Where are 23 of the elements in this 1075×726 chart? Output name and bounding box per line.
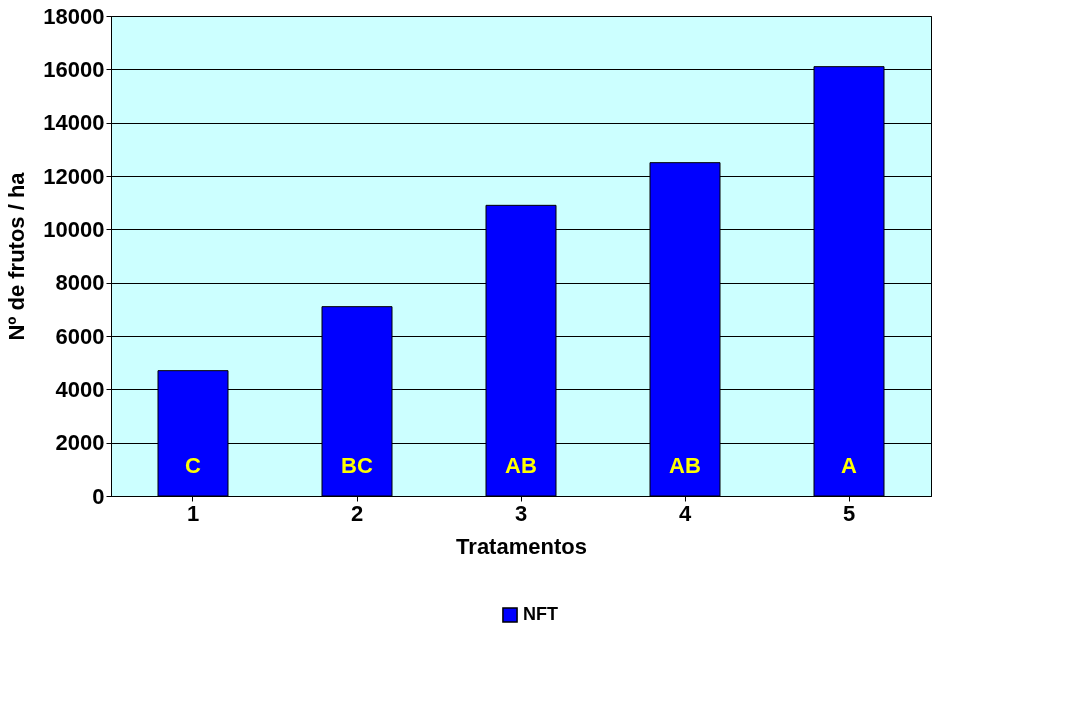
y-tick-label: 4000	[55, 376, 105, 402]
y-tick-label: 8000	[55, 270, 105, 296]
y-tick-label: 10000	[43, 216, 105, 242]
annotation: C	[185, 453, 202, 478]
y-tick-label: 16000	[43, 56, 105, 82]
y-tick-label: 0	[92, 483, 105, 509]
x-axis-title: Tratamentos	[456, 533, 587, 559]
x-tick-label: 5	[842, 500, 856, 526]
annotation: BC	[341, 453, 373, 478]
y-tick-label: 12000	[43, 163, 105, 189]
y-tick-label: 2000	[55, 430, 105, 456]
annotation: AB	[669, 453, 701, 478]
y-tick-label: 6000	[55, 323, 105, 349]
x-tick-label: 2	[350, 500, 364, 526]
y-tick-label: 18000	[43, 3, 105, 29]
annotation: A	[841, 453, 858, 478]
x-tick-label: 3	[514, 500, 528, 526]
annotation: AB	[505, 453, 537, 478]
y-tick-label: 14000	[43, 110, 105, 136]
x-tick-label: 4	[678, 500, 692, 526]
y-axis-title: Nº de frutos / ha	[4, 171, 30, 341]
x-tick-label: 1	[186, 500, 200, 526]
legend-label: NFT	[523, 604, 558, 624]
